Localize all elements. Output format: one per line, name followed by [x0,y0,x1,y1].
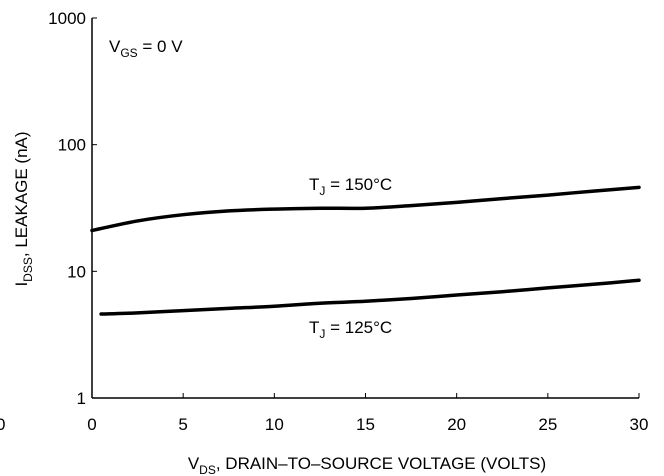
tj150-label: TJ = 150°C [309,175,392,198]
y-axis: 1 10 100 1000 [48,9,97,408]
x-tick-label: 10 [265,415,284,434]
y-axis-title: IDSS, LEAKAGE (nA) [12,131,35,286]
x-axis: 0 5 10 15 20 25 30 [87,393,648,434]
y-tick-label: 1000 [48,9,86,28]
x-tick-label: 30 [630,415,649,434]
stray-x-label: 0 [0,415,5,434]
series-lines [90,185,641,316]
y-tick-label: 100 [58,136,86,155]
condition-annotation: VGS = 0 V [109,37,183,60]
tj125-label: TJ = 125°C [309,318,392,341]
x-tick-label: 25 [538,415,557,434]
x-tick-label: 15 [356,415,375,434]
x-axis-title: VDS, DRAIN–TO–SOURCE VOLTAGE (VOLTS) [188,454,546,476]
series-line-tj150 [90,185,641,233]
x-tick-label: 5 [178,415,187,434]
series-line-tj125 [99,278,641,316]
y-tick-label: 10 [67,262,86,281]
x-tick-label: 0 [87,415,96,434]
x-tick-label: 20 [447,415,466,434]
y-tick-label: 1 [77,389,86,408]
